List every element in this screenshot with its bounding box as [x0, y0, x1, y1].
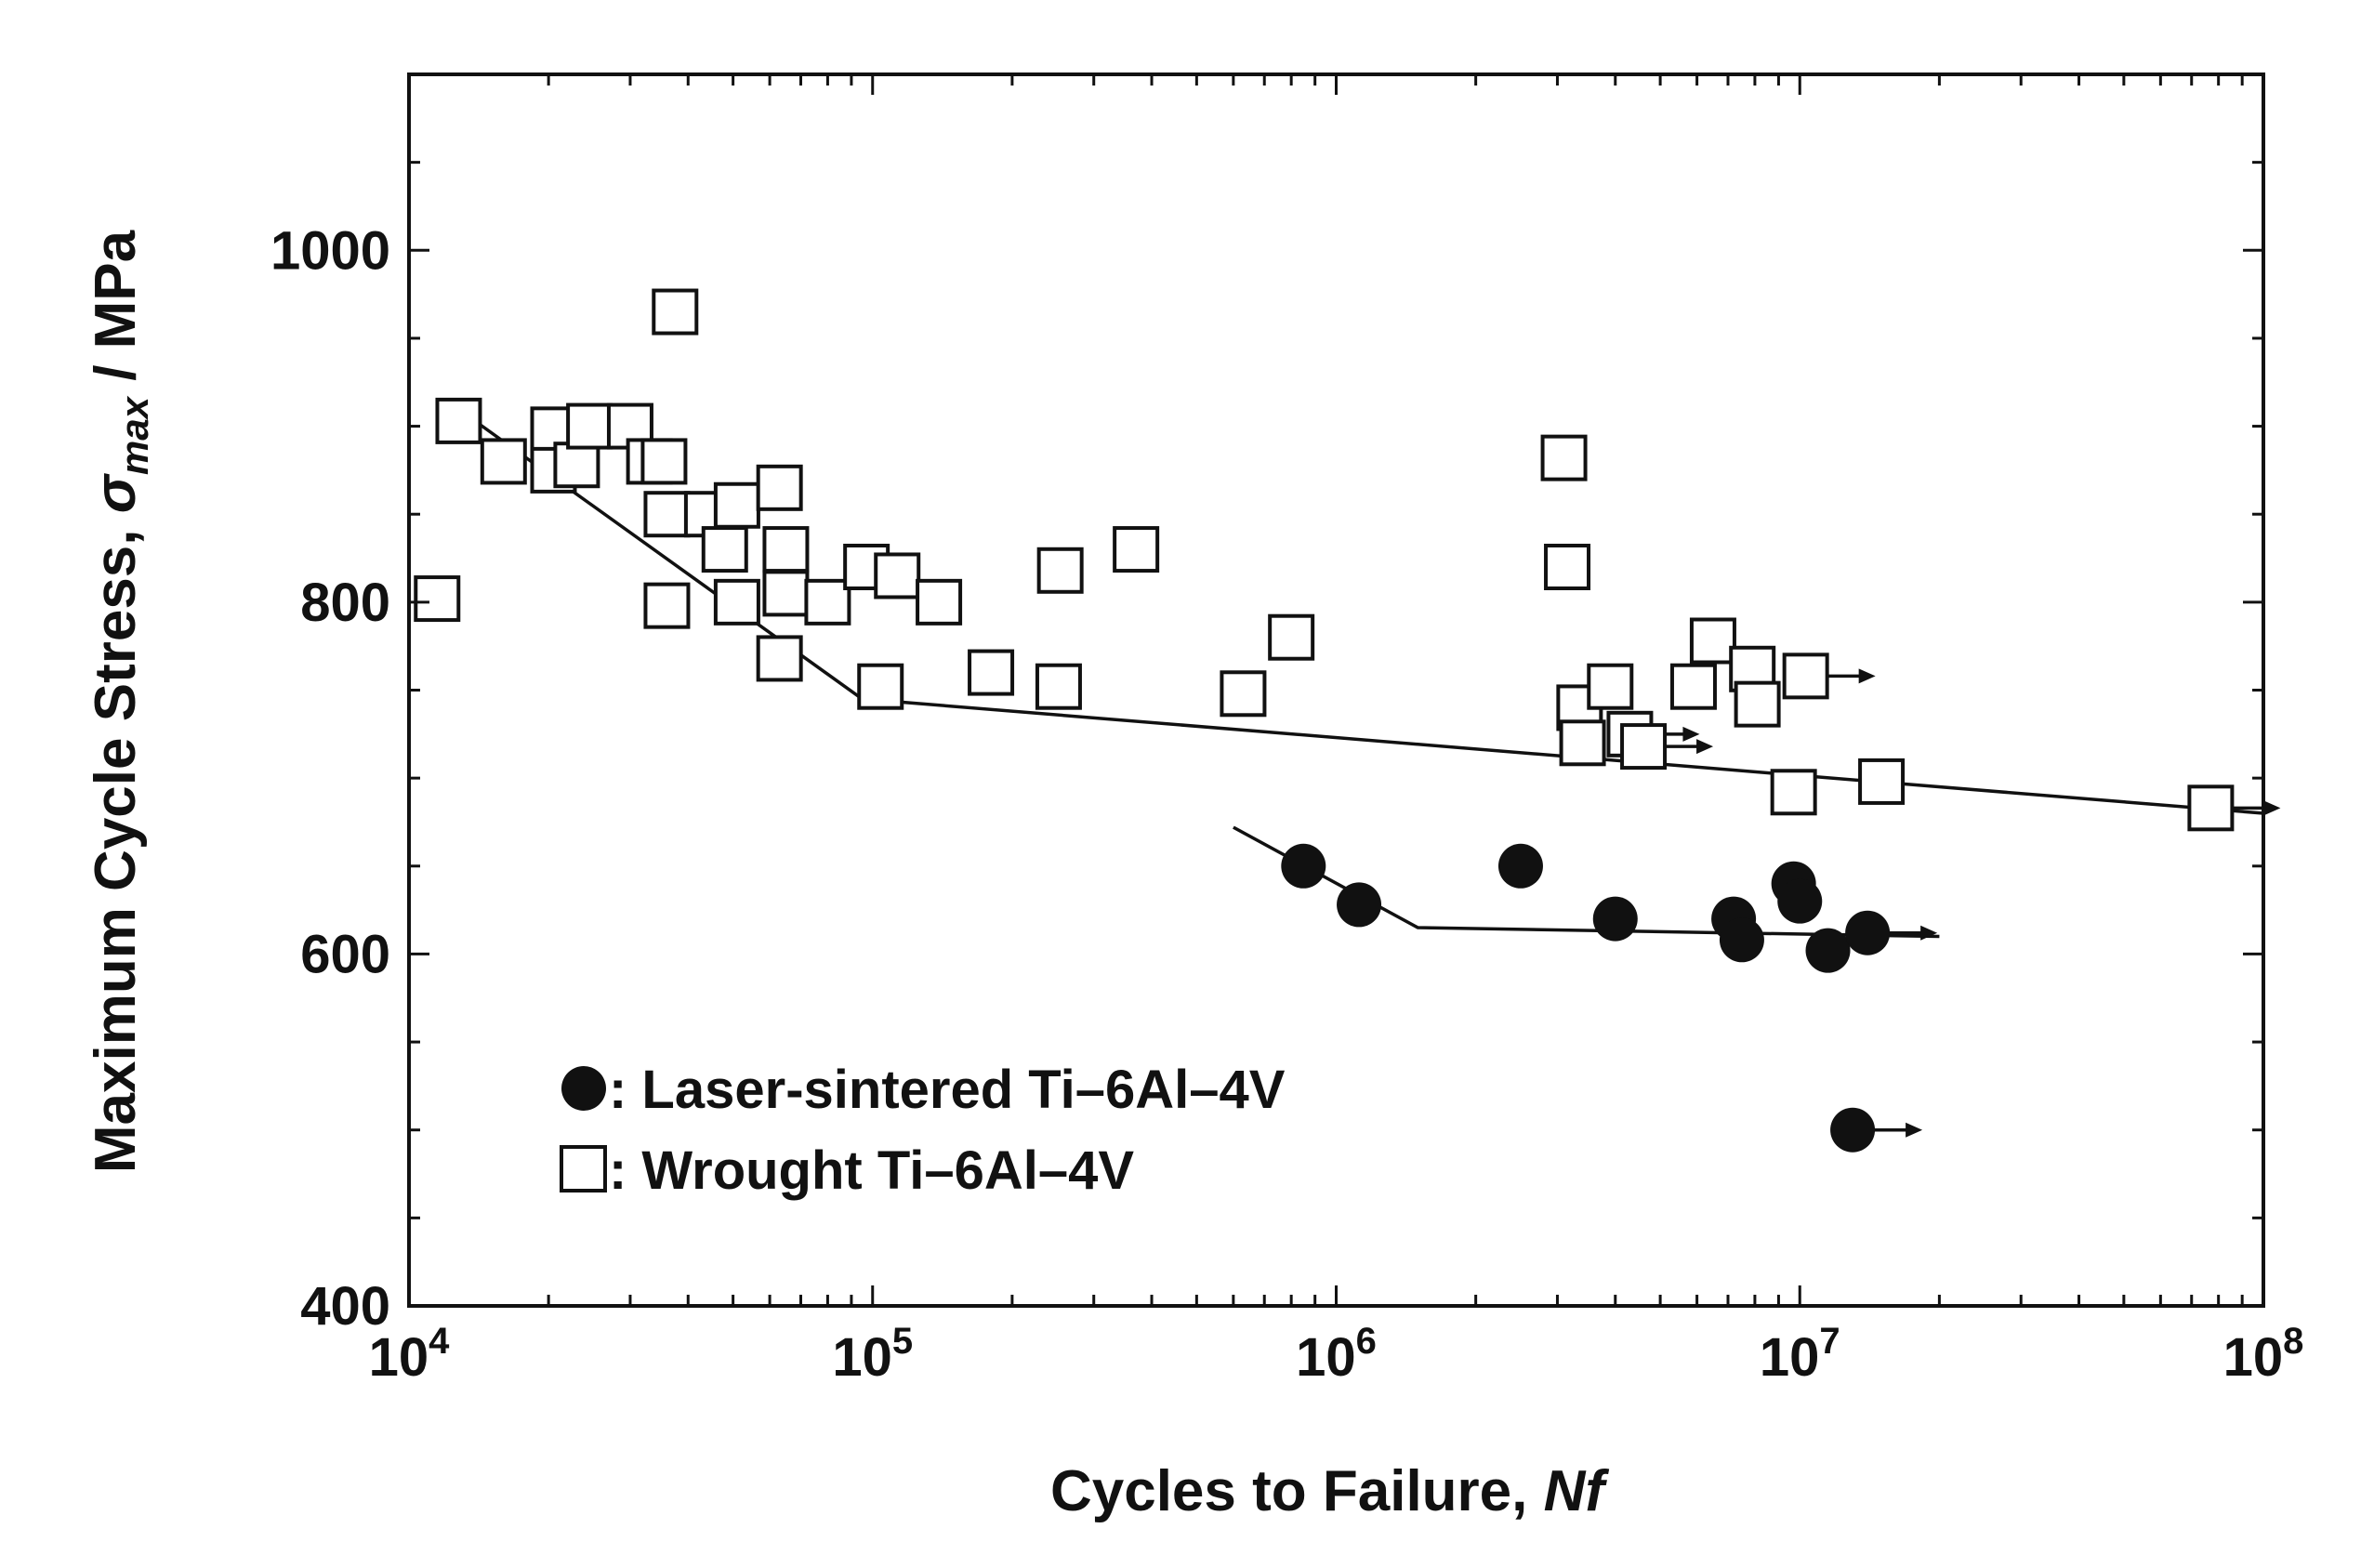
wrought-point	[1035, 663, 1082, 710]
laser-sintered-point	[1830, 1107, 1876, 1153]
wrought-point	[1036, 547, 1084, 594]
trend-line-series-0	[1233, 825, 1940, 939]
x-tick-label: 108	[2223, 1321, 2304, 1388]
x-axis-title-main: Cycles to Failure,	[1050, 1459, 1544, 1523]
x-tick-label-exponent: 4	[429, 1321, 450, 1362]
laser-sintered-point	[1337, 882, 1382, 928]
wrought-point	[480, 438, 527, 485]
runout-arrow-head	[1920, 925, 1938, 941]
x-tick-label-exponent: 6	[1356, 1321, 1377, 1362]
laser-sintered-point	[1497, 843, 1543, 889]
wrought-point	[652, 288, 699, 336]
wrought-point	[640, 438, 688, 485]
y-axis-title-main: Maximum Cycle Stress,	[84, 513, 148, 1173]
laser-sintered-point	[1845, 910, 1891, 955]
wrought-point	[1587, 663, 1634, 710]
runout-arrow-head	[1906, 1122, 1923, 1138]
wrought-point	[916, 578, 963, 626]
trend-lines	[444, 398, 2264, 939]
wrought-point	[2187, 784, 2235, 832]
runout-arrow-head	[2263, 800, 2281, 816]
y-axis-title-symbol: σ	[84, 472, 148, 513]
wrought-point	[756, 635, 803, 682]
laser-sintered-point	[1777, 878, 1823, 924]
wrought-point	[1268, 613, 1315, 661]
x-tick-label: 105	[832, 1321, 913, 1388]
legend-label-laser-sintered: : Laser-sintered Ti–6Al–4V	[609, 1060, 1286, 1120]
laser-sintered-point	[1281, 843, 1326, 889]
plot-frame	[407, 72, 2265, 1308]
wrought-point	[1620, 723, 1668, 771]
wrought-point	[1669, 663, 1717, 710]
y-axis-title-unit: / MPa	[84, 230, 148, 397]
x-tick-label-base: 10	[1760, 1327, 1820, 1388]
x-tick-label-exponent: 5	[892, 1321, 913, 1362]
y-axis-title: Maximum Cycle Stress, σmax / MPa	[84, 230, 156, 1173]
wrought-point	[1770, 769, 1817, 816]
wrought-point	[1689, 617, 1736, 665]
wrought-point	[713, 578, 760, 626]
wrought-point	[435, 397, 482, 444]
legend-marker-laser-sintered	[561, 1066, 606, 1111]
y-axis-title-subscript: max	[112, 395, 156, 475]
runout-arrow-head	[1696, 739, 1714, 755]
legend-label-wrought: : Wrought Ti–6Al–4V	[609, 1140, 1134, 1201]
wrought-point	[762, 526, 810, 573]
wrought-point	[1540, 434, 1588, 481]
wrought-point	[1734, 680, 1781, 728]
x-tick-label-base: 10	[832, 1327, 892, 1388]
wrought-point	[713, 481, 760, 529]
x-tick-label-base: 10	[1296, 1327, 1356, 1388]
wrought-point	[968, 649, 1015, 696]
x-tick-label: 107	[1760, 1321, 1840, 1388]
wrought-point	[874, 552, 921, 600]
wrought-point	[701, 526, 748, 573]
y-tick-label: 400	[300, 1276, 390, 1337]
y-tick-label: 1000	[270, 220, 390, 281]
x-axis-title-italic: Nf	[1544, 1459, 1610, 1523]
wrought-point	[762, 570, 810, 617]
laser-sintered-point	[1592, 896, 1638, 942]
legend: : Laser-sintered Ti–6Al–4V : Wrought Ti–…	[560, 1060, 1286, 1201]
wrought-point	[566, 402, 613, 450]
wrought-point	[804, 578, 851, 626]
laser-sintered-point	[1805, 928, 1851, 973]
wrought-point	[1220, 670, 1267, 718]
wrought-point	[1858, 758, 1906, 805]
wrought-point	[643, 491, 691, 538]
wrought-point	[643, 582, 691, 629]
laser-sintered-point	[1719, 917, 1764, 963]
wrought-point	[1782, 652, 1829, 700]
x-tick-label-exponent: 7	[1819, 1321, 1840, 1362]
wrought-point	[1544, 544, 1591, 590]
runout-arrow-head	[1682, 726, 1700, 742]
data-markers	[414, 288, 2235, 1153]
legend-marker-wrought	[560, 1145, 607, 1192]
runout-arrow-head	[1858, 668, 1876, 684]
wrought-point	[1113, 526, 1160, 573]
wrought-point	[1559, 719, 1606, 767]
wrought-point	[756, 464, 803, 511]
x-tick-label-base: 10	[369, 1327, 429, 1388]
x-axis-title: Cycles to Failure, Nf	[1050, 1459, 1609, 1523]
x-tick-label-exponent: 8	[2283, 1321, 2303, 1362]
y-tick-label: 600	[300, 924, 390, 984]
wrought-point	[553, 441, 600, 489]
x-tick-label: 104	[369, 1321, 451, 1388]
x-tick-label-base: 10	[2223, 1327, 2284, 1388]
x-tick-label: 106	[1296, 1321, 1377, 1388]
wrought-point	[414, 575, 461, 623]
wrought-point	[857, 663, 904, 710]
y-tick-label: 800	[300, 573, 390, 633]
plot-area	[407, 72, 2265, 1308]
